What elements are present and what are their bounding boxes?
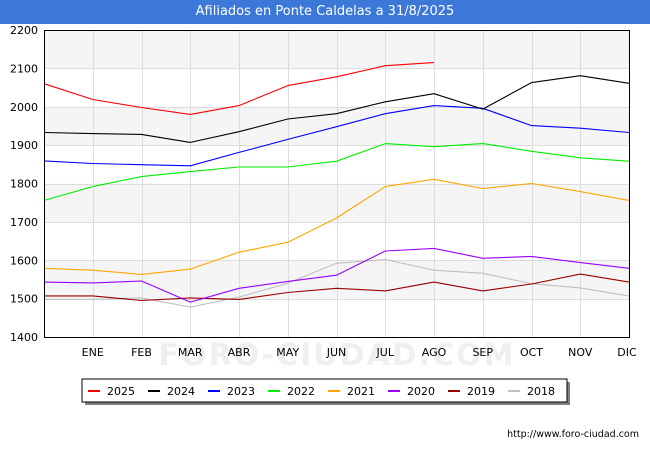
legend-label-2021: 2021 xyxy=(347,385,375,398)
x-tick-label: MAR xyxy=(178,346,203,359)
x-tick-label: OCT xyxy=(520,346,543,359)
series-line-2025 xyxy=(43,62,435,115)
series-line-2021 xyxy=(43,178,630,275)
x-tick-label: ABR xyxy=(228,346,251,359)
y-tick-label: 1600 xyxy=(10,254,38,267)
legend-label-2022: 2022 xyxy=(287,385,315,398)
legend-box xyxy=(81,378,568,403)
legend-label-2018: 2018 xyxy=(527,385,555,398)
title-bar xyxy=(0,0,650,24)
series-lines xyxy=(43,62,630,308)
x-tick-label: NOV xyxy=(568,346,593,359)
legend-label-2024: 2024 xyxy=(167,385,195,398)
y-tick-label: 2000 xyxy=(10,101,38,114)
x-axis-ticks: ENE FEB MAR ABR MAY JUN JUL AGO SEP OCT NOV DIC xyxy=(82,346,637,359)
x-tick-label: SEP xyxy=(472,346,493,359)
watermark: FORO-CIUDAD.COM xyxy=(159,338,516,373)
y-tick-label: 1500 xyxy=(10,293,38,306)
x-tick-label: DIC xyxy=(617,346,637,359)
plot-band xyxy=(44,30,629,69)
x-tick-label: AGO xyxy=(422,346,447,359)
y-axis-ticks: 1400 1500 1600 1700 1800 1900 2000 2100 2200 xyxy=(10,24,38,344)
legend-label-2020: 2020 xyxy=(407,385,435,398)
plot-bands xyxy=(44,30,629,299)
x-tick-label: MAY xyxy=(276,346,299,359)
series-line-2022 xyxy=(43,143,630,201)
series-line-2023 xyxy=(43,105,630,167)
legend-label-2025: 2025 xyxy=(107,385,135,398)
legend-label-2019: 2019 xyxy=(467,385,495,398)
x-tick-label: JUL xyxy=(376,346,395,359)
footer-url: http://www.foro-ciudad.com xyxy=(507,429,639,440)
y-tick-label: 2200 xyxy=(10,24,38,37)
chart-title: Afiliados en Ponte Caldelas a 31/8/2025 xyxy=(195,4,455,19)
legend: 2025 2024 2023 2022 2021 2020 2019 2018 xyxy=(81,378,570,405)
plot-border xyxy=(44,30,630,338)
x-tick-label: ENE xyxy=(82,346,104,359)
y-tick-label: 1700 xyxy=(10,216,38,229)
x-tick-label: JUN xyxy=(326,346,347,359)
series-line-2020 xyxy=(43,247,630,303)
y-tick-label: 1800 xyxy=(10,178,38,191)
plot-band xyxy=(44,260,629,299)
plot-band xyxy=(44,183,629,222)
legend-label-2023: 2023 xyxy=(227,385,255,398)
y-tick-label: 1400 xyxy=(10,331,38,344)
x-tick-label: FEB xyxy=(131,346,152,359)
series-line-2019 xyxy=(44,273,630,302)
y-tick-label: 1900 xyxy=(10,139,38,152)
y-tick-label: 2100 xyxy=(10,62,38,75)
series-line-2024 xyxy=(43,75,630,143)
